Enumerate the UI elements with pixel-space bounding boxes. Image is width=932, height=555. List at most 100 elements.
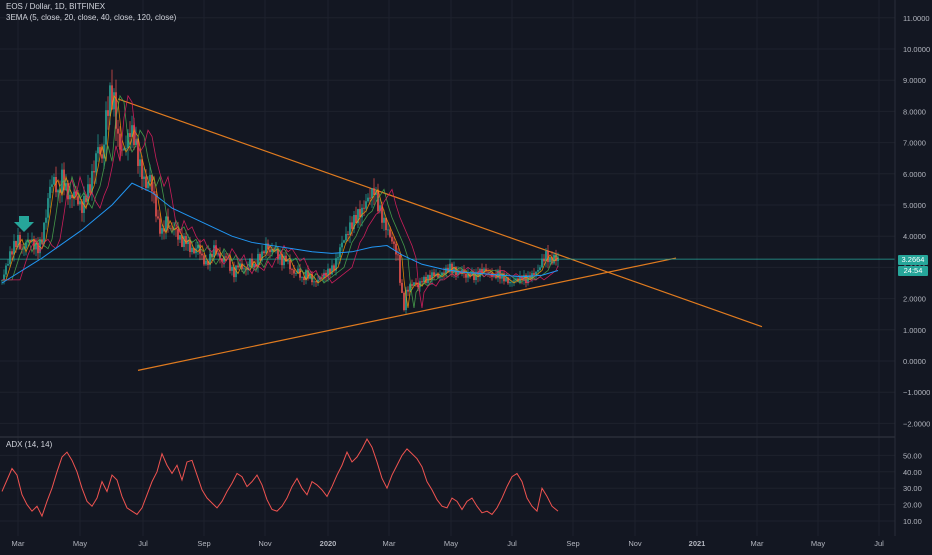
candle-body	[293, 269, 295, 274]
candle-body	[545, 251, 547, 262]
countdown-tag: 24:54	[898, 266, 928, 276]
candle-body	[499, 270, 501, 279]
candle-body	[359, 209, 361, 218]
candle-body	[355, 214, 357, 224]
candle-body	[407, 289, 409, 292]
candle-body	[95, 153, 97, 173]
price-axis[interactable]: 11.0000 10.0000 9.0000 8.0000 7.0000 6.0000 5.…	[903, 14, 930, 429]
candle-body	[511, 281, 513, 283]
adx-legend[interactable]: ADX (14, 14)	[6, 440, 52, 449]
trendlines[interactable]	[117, 98, 763, 371]
candle-body	[123, 148, 125, 151]
candle-body	[71, 194, 73, 199]
price-tick-label: 1.0000	[903, 326, 926, 335]
candle-body	[361, 207, 363, 218]
candle-body	[3, 274, 5, 280]
candle-body	[45, 217, 47, 223]
candle-body	[503, 273, 505, 282]
candle-body	[333, 265, 335, 271]
adx-axis[interactable]: 50.00 40.00 30.00 20.00 10.00	[903, 451, 922, 526]
candle-body	[539, 267, 541, 271]
time-tick-label: 2020	[320, 539, 337, 548]
indicator-legend[interactable]: 3EMA (5, close, 20, close, 40, close, 12…	[6, 13, 176, 22]
candle-body	[15, 240, 17, 248]
candle-body	[397, 254, 399, 256]
candle-body	[225, 256, 227, 258]
candle-body	[335, 258, 337, 271]
candle-body	[119, 133, 121, 150]
candle-body	[379, 205, 381, 212]
candle-body	[411, 284, 413, 286]
candle-body	[327, 268, 329, 277]
price-tick-label: 8.0000	[903, 107, 926, 116]
candlestick-series	[1, 69, 559, 314]
candle-body	[557, 257, 559, 262]
candle-body	[485, 268, 487, 272]
candle-body	[179, 235, 181, 240]
candle-body	[305, 270, 307, 281]
candle-body	[385, 217, 387, 231]
symbol-title[interactable]: EOS / Dollar, 1D, BITFINEX	[6, 2, 106, 11]
candle-body	[213, 245, 215, 258]
candle-body	[365, 201, 367, 209]
candle-body	[265, 243, 267, 254]
candle-body	[437, 273, 439, 278]
candle-body	[279, 254, 281, 259]
candle-body	[311, 273, 313, 283]
candle-body	[159, 218, 161, 234]
trendline[interactable]	[117, 98, 763, 328]
candle-body	[315, 281, 317, 283]
price-tick-label: 7.0000	[903, 139, 926, 148]
candle-body	[205, 260, 207, 265]
adx-title[interactable]: ADX (14, 14)	[6, 440, 53, 449]
candle-body	[525, 275, 527, 284]
candle-body	[103, 144, 105, 159]
candle-body	[541, 258, 543, 268]
candle-body	[405, 289, 407, 311]
candle-body	[487, 271, 489, 273]
time-tick-label: 2021	[689, 539, 706, 548]
trendline[interactable]	[137, 257, 677, 371]
candle-body	[477, 271, 479, 278]
candle-body	[185, 236, 187, 245]
candle-body	[223, 256, 225, 262]
candle-body	[475, 271, 477, 281]
candle-body	[533, 273, 535, 275]
symbol-legend[interactable]: EOS / Dollar, 1D, BITFINEX	[6, 2, 105, 11]
candle-body	[217, 253, 219, 255]
candle-body	[433, 272, 435, 276]
candle-body	[529, 275, 531, 280]
candle-body	[203, 255, 205, 265]
candle-body	[423, 276, 425, 283]
candle-body	[121, 149, 123, 151]
candle-body	[59, 190, 61, 193]
time-tick-label: May	[73, 539, 87, 548]
candle-body	[445, 267, 447, 274]
time-tick-label: Mar	[383, 539, 396, 548]
indicator-title[interactable]: 3EMA (5, close, 20, close, 40, close, 12…	[6, 13, 177, 22]
candle-body	[29, 239, 31, 242]
candle-body	[537, 270, 539, 272]
candle-body	[467, 273, 469, 278]
candle-body	[349, 222, 351, 235]
down-arrow-icon[interactable]	[14, 216, 34, 232]
candle-body	[281, 254, 283, 266]
candle-body	[301, 277, 303, 278]
candle-body	[251, 258, 253, 268]
candle-body	[11, 251, 13, 255]
candle-body	[383, 217, 385, 223]
candle-body	[453, 267, 455, 273]
candle-body	[547, 251, 549, 263]
candle-body	[465, 273, 467, 278]
time-axis[interactable]: Mar May Jul Sep Nov 2020 Mar May Jul Sep Nov 2021 Ma…	[12, 539, 885, 548]
ema-40-line	[2, 94, 559, 309]
candle-body	[151, 174, 153, 192]
adx-tick-label: 10.00	[903, 517, 922, 526]
candle-body	[197, 244, 199, 249]
candle-body	[297, 268, 299, 274]
candle-body	[79, 201, 81, 205]
candle-body	[89, 184, 91, 193]
candle-body	[137, 138, 139, 166]
